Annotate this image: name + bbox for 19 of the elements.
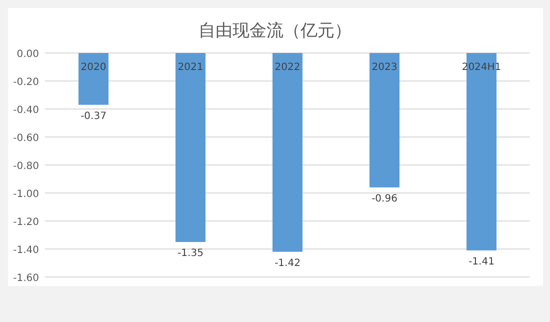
data-label: -1.41 [468, 256, 494, 268]
y-tick-label: -0.40 [13, 105, 39, 116]
x-tick-label: 2020 [80, 62, 106, 73]
x-tick-label: 2023 [372, 62, 398, 73]
y-tick-label: -0.20 [13, 77, 39, 88]
y-tick-label: -0.60 [13, 133, 39, 144]
x-tick-label: 2022 [274, 62, 300, 73]
y-tick-label: 0.00 [16, 49, 39, 60]
x-tick-label: 2021 [178, 62, 204, 73]
y-tick-label: -1.40 [13, 245, 39, 256]
y-tick-label: -1.00 [13, 189, 39, 200]
y-tick-label: -1.60 [13, 273, 39, 284]
data-label: -0.96 [372, 193, 398, 204]
data-label: -0.37 [80, 110, 106, 122]
data-label: -1.35 [178, 248, 204, 259]
chart-title: 自由现金流（亿元） [198, 21, 352, 41]
y-tick-label: -0.80 [13, 161, 39, 172]
data-label: -1.42 [274, 258, 300, 269]
y-tick-label: -1.20 [13, 217, 39, 228]
